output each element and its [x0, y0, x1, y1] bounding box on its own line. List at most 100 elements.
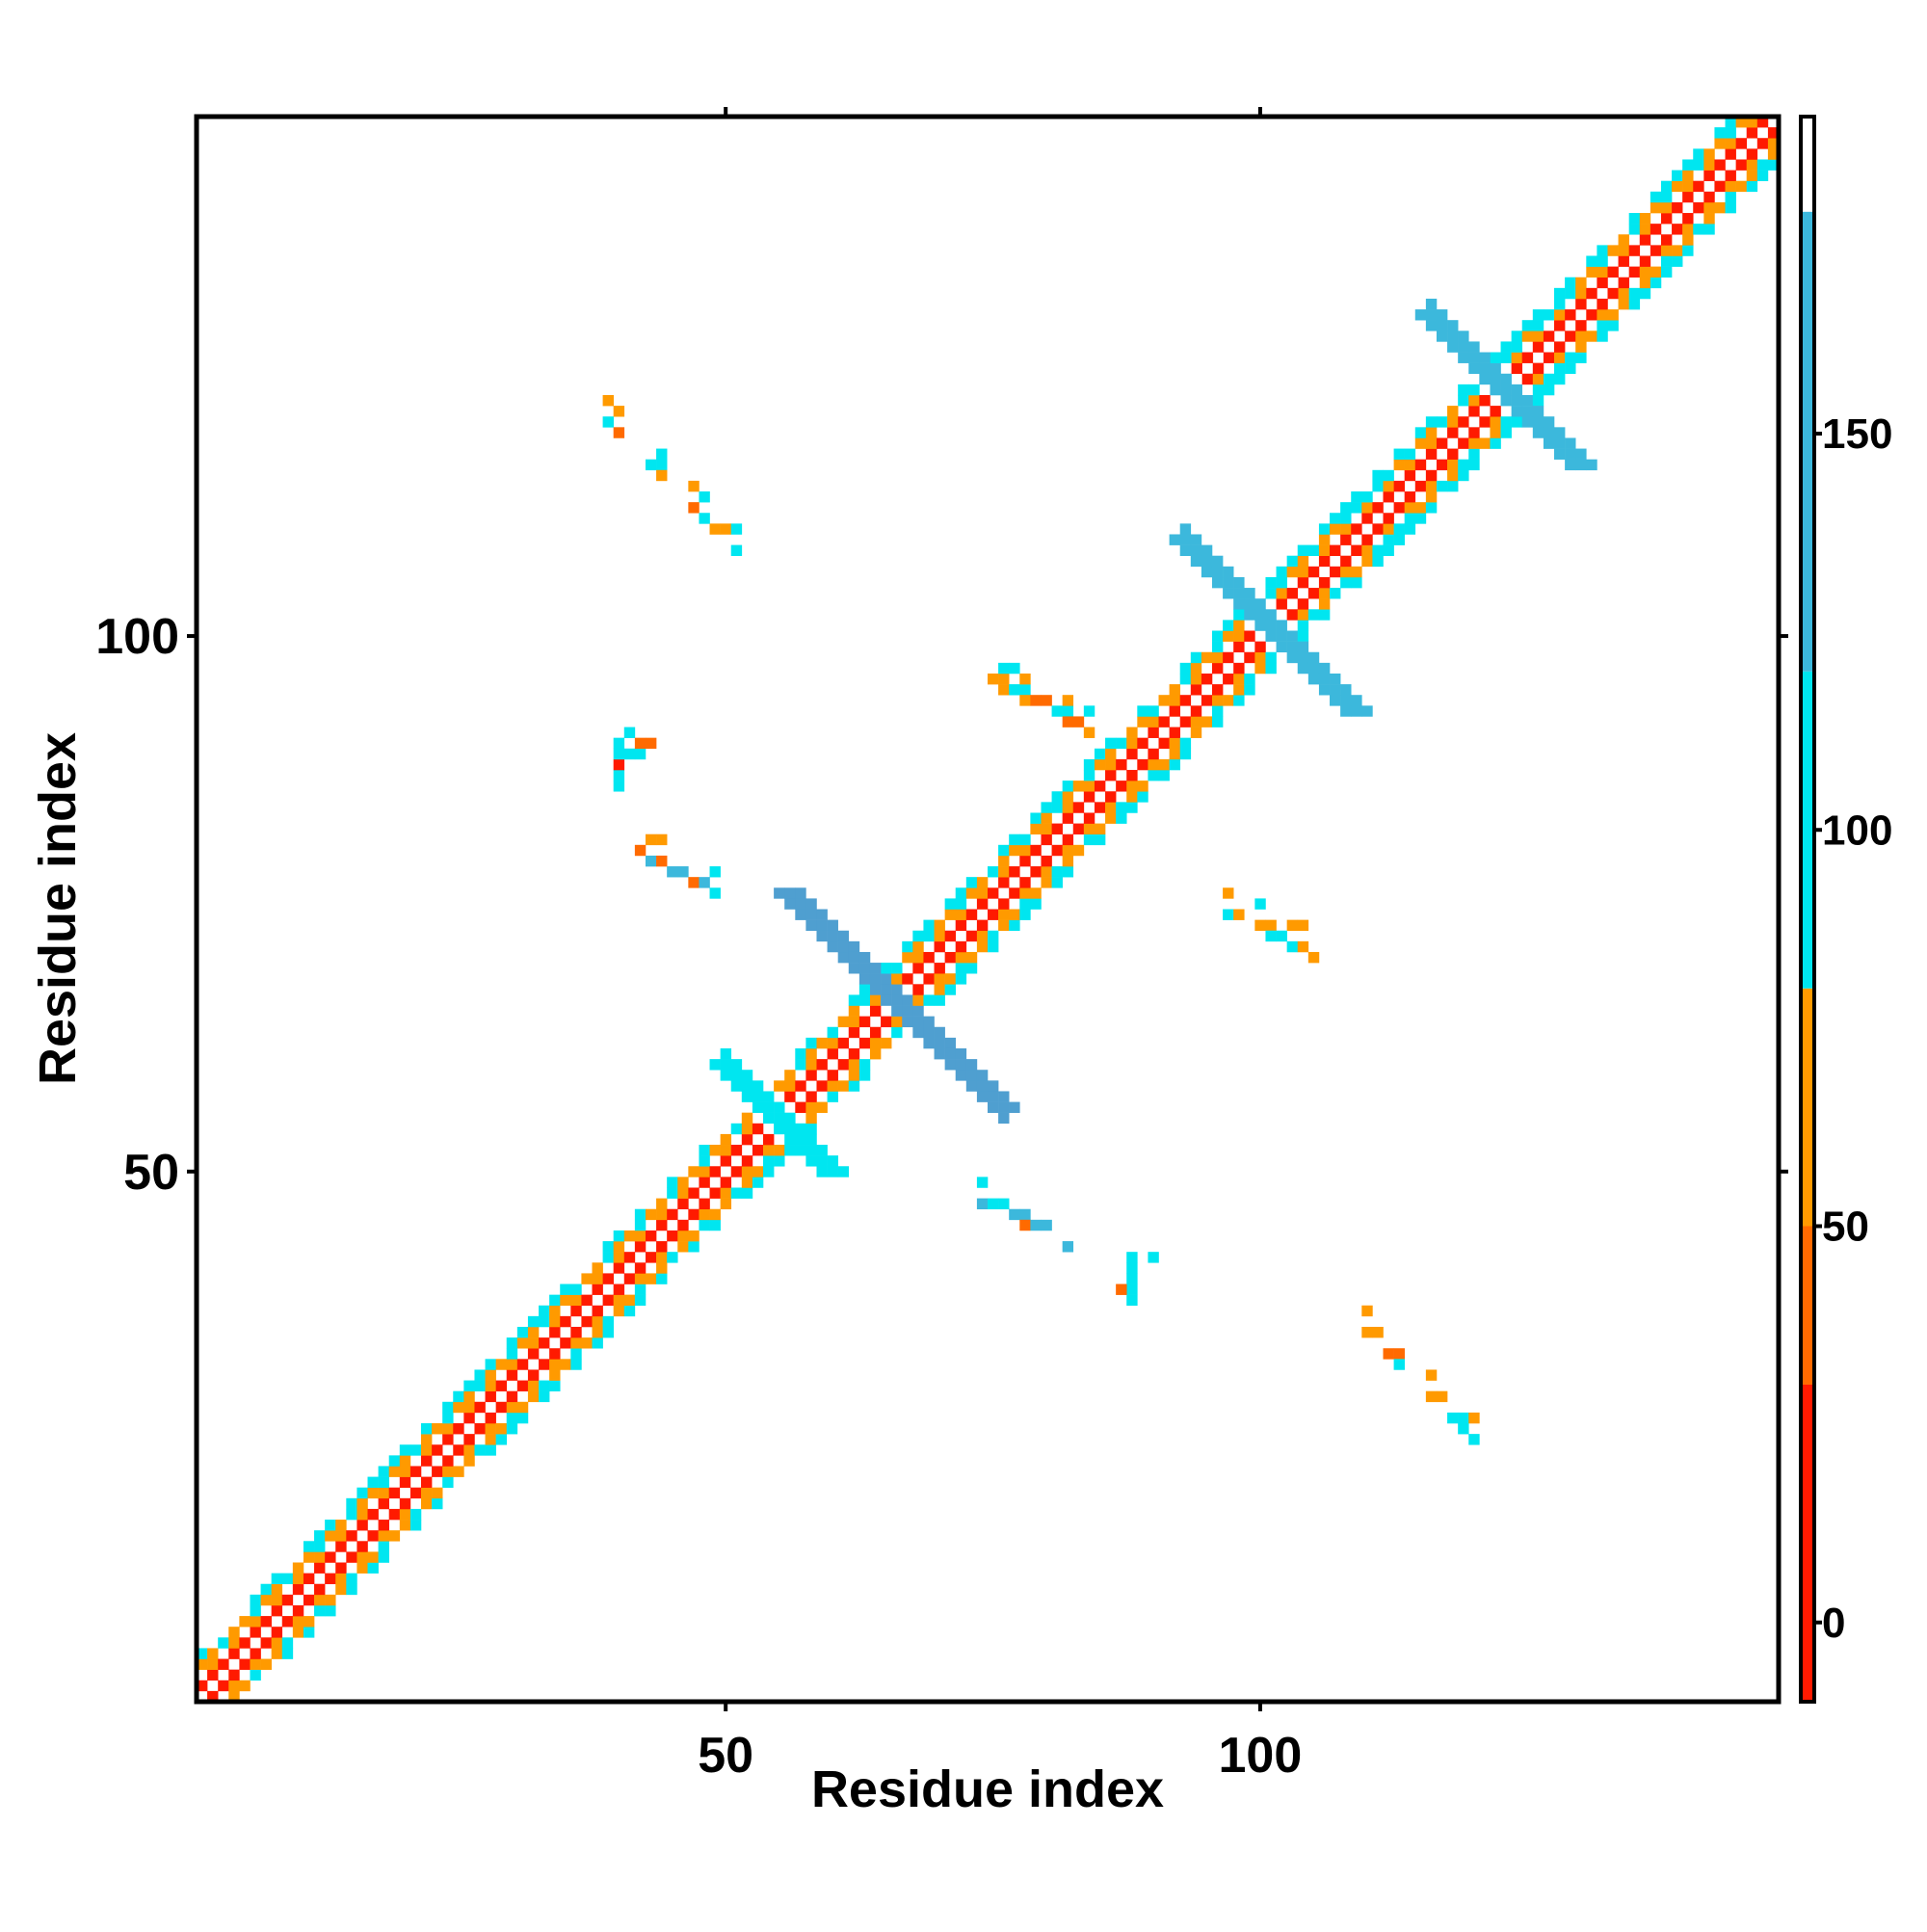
heatmap-cell — [688, 1241, 700, 1253]
heatmap-cell — [399, 1476, 411, 1488]
heatmap-cell — [1062, 812, 1074, 824]
heatmap-cell — [1286, 566, 1299, 578]
heatmap-cell — [388, 1487, 401, 1499]
heatmap-cell — [827, 1070, 838, 1081]
heatmap-cell — [1672, 245, 1683, 256]
heatmap-cell — [1190, 544, 1202, 556]
heatmap-cell — [645, 834, 657, 846]
heatmap-cell — [912, 1005, 924, 1017]
heatmap-cell — [613, 748, 625, 760]
heatmap-cell — [1254, 598, 1266, 610]
x-tick-label: 100 — [1219, 1728, 1303, 1784]
heatmap-cell — [688, 480, 700, 492]
heatmap-cell — [1383, 534, 1394, 545]
heatmap-cell — [420, 1476, 433, 1488]
heatmap-cell — [816, 1059, 828, 1071]
heatmap-cell — [1137, 705, 1148, 717]
heatmap-cell — [356, 1520, 368, 1531]
heatmap-cell — [741, 1187, 753, 1199]
heatmap-cell — [1521, 373, 1534, 385]
heatmap-cell — [1340, 695, 1352, 706]
heatmap-cell — [271, 1583, 283, 1596]
heatmap-cell — [1330, 513, 1341, 524]
heatmap-cell — [1223, 673, 1234, 685]
heatmap-cell — [516, 1326, 529, 1338]
heatmap-cell — [292, 1562, 304, 1574]
heatmap-cell — [1490, 352, 1501, 363]
heatmap-cell — [816, 1037, 828, 1049]
heatmap-cell — [1318, 523, 1331, 535]
heatmap-cell — [325, 1573, 336, 1585]
heatmap-cell — [1458, 384, 1469, 396]
heatmap-cell — [1009, 684, 1020, 696]
heatmap-cell — [1233, 662, 1245, 675]
colorbar-band — [1801, 117, 1814, 212]
heatmap-cell — [699, 1219, 710, 1231]
heatmap-cell — [1351, 576, 1362, 589]
heatmap-cell — [752, 1091, 764, 1102]
heatmap-cell — [955, 887, 967, 899]
heatmap-cell — [1062, 866, 1074, 878]
heatmap-cell — [965, 887, 978, 899]
heatmap-cell — [1597, 277, 1608, 289]
heatmap-cell — [1361, 513, 1373, 524]
heatmap-cell — [1639, 287, 1651, 300]
heatmap-cell — [656, 855, 668, 867]
heatmap-cell — [1137, 758, 1148, 771]
heatmap-cell — [677, 1198, 689, 1210]
heatmap-cell — [1447, 406, 1459, 417]
heatmap-cell — [1148, 748, 1159, 760]
heatmap-cell — [976, 887, 989, 899]
heatmap-cell — [1703, 148, 1715, 160]
heatmap-cell — [1532, 416, 1544, 428]
heatmap-cell — [1500, 352, 1512, 363]
heatmap-cell — [1575, 459, 1587, 471]
heatmap-cell — [1244, 630, 1255, 642]
heatmap-cell — [367, 1476, 379, 1488]
heatmap-cell — [774, 1080, 785, 1092]
heatmap-cell — [656, 1219, 668, 1231]
heatmap-cell — [1383, 480, 1394, 492]
heatmap-cell — [325, 1594, 336, 1606]
heatmap-cell — [720, 1177, 732, 1188]
heatmap-cell — [1030, 823, 1042, 834]
heatmap-cell — [805, 1123, 817, 1135]
heatmap-cell — [816, 1101, 828, 1113]
heatmap-cell — [260, 1594, 272, 1606]
heatmap-cell — [314, 1551, 326, 1563]
heatmap-cell — [356, 1541, 368, 1552]
heatmap-cell — [763, 1133, 775, 1146]
heatmap-cell — [1148, 1252, 1159, 1263]
heatmap-cell — [1041, 695, 1052, 706]
heatmap-cell — [1041, 866, 1052, 878]
heatmap-cell — [1414, 437, 1427, 449]
heatmap-cell — [1436, 437, 1448, 449]
heatmap-cell — [1565, 352, 1576, 363]
heatmap-cell — [197, 1648, 208, 1659]
heatmap-cell — [539, 1337, 550, 1349]
heatmap-cell — [1233, 641, 1245, 653]
heatmap-cell — [409, 1444, 422, 1456]
heatmap-cell — [1190, 673, 1202, 685]
heatmap-cell — [1521, 394, 1534, 407]
heatmap-cell — [1479, 437, 1491, 449]
heatmap-cell — [1244, 651, 1255, 664]
heatmap-cell — [881, 994, 892, 1006]
heatmap-cell — [453, 1390, 464, 1403]
heatmap-cell — [912, 951, 924, 964]
heatmap-cell — [1586, 266, 1597, 278]
heatmap-cell — [837, 1016, 850, 1028]
heatmap-cell — [1425, 491, 1438, 503]
heatmap-cell — [988, 930, 999, 942]
heatmap-cell — [1211, 555, 1224, 568]
heatmap-cell — [645, 459, 657, 471]
heatmap-cell — [1083, 791, 1095, 803]
heatmap-cell — [1565, 277, 1576, 289]
heatmap-cell — [688, 1166, 700, 1178]
heatmap-cell — [881, 1037, 892, 1049]
colorbar-tick-label: 150 — [1822, 410, 1892, 458]
heatmap-cell — [998, 844, 1010, 857]
heatmap-cell — [1265, 588, 1277, 599]
heatmap-cell — [1714, 138, 1726, 149]
